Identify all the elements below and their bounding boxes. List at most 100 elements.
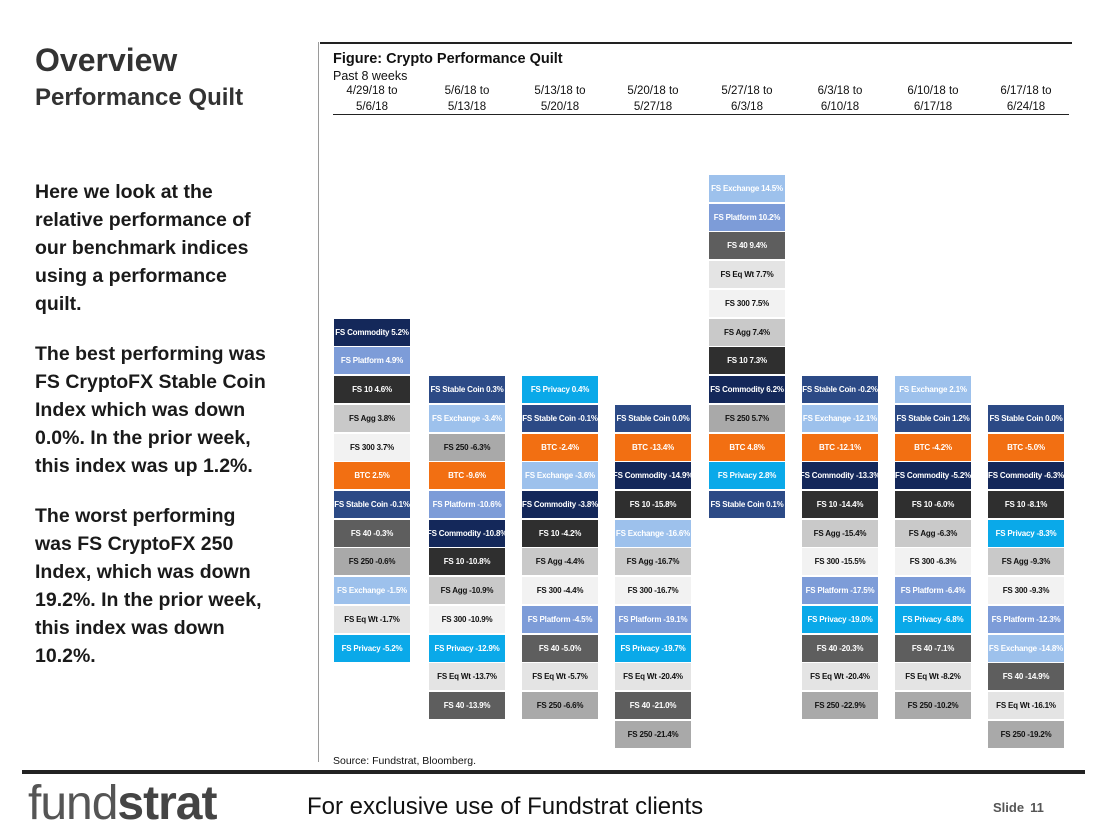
quilt-cell: FS Exchange -1.5% bbox=[334, 577, 410, 605]
quilt-cell: FS 250 -22.9% bbox=[802, 692, 878, 720]
quilt-cell: FS 10 -14.4% bbox=[802, 491, 878, 519]
quilt-cell: FS 10 -10.8% bbox=[429, 548, 505, 576]
quilt-cell: FS 40 -5.0% bbox=[522, 634, 598, 662]
quilt-cell: FS Platform 10.2% bbox=[709, 203, 785, 231]
column-header: 6/17/18 to 6/24/18 bbox=[1000, 85, 1052, 113]
quilt-cell: FS Eq Wt -20.4% bbox=[802, 663, 878, 691]
column-header: 5/20/18 to 5/27/18 bbox=[627, 85, 679, 113]
quilt-cell: FS Eq Wt -5.7% bbox=[522, 663, 598, 691]
quilt-cell: FS Stable Coin 0.1% bbox=[709, 491, 785, 519]
quilt-cell: FS Eq Wt 7.7% bbox=[709, 261, 785, 289]
quilt-cell: FS Stable Coin 0.0% bbox=[615, 404, 691, 432]
quilt-cell: FS Exchange 14.5% bbox=[709, 175, 785, 202]
quilt-cell: BTC -12.1% bbox=[802, 433, 878, 461]
quilt-cell: BTC -9.6% bbox=[429, 462, 505, 490]
quilt-cell: FS 10 7.3% bbox=[709, 347, 785, 375]
commentary-paragraph-intro: Here we look at the relative performance… bbox=[35, 181, 251, 315]
quilt-cell: FS Eq Wt -16.1% bbox=[988, 692, 1064, 720]
quilt-cell: FS Agg 7.4% bbox=[709, 318, 785, 346]
quilt-cell: FS 250 5.7% bbox=[709, 404, 785, 432]
commentary: Here we look at the relative performance… bbox=[35, 178, 315, 692]
quilt-cell: FS Privacy 2.8% bbox=[709, 462, 785, 490]
quilt-cell: FS 300 -10.9% bbox=[429, 605, 505, 633]
quilt-cell: FS 300 -4.4% bbox=[522, 577, 598, 605]
quilt-cell: FS Exchange -3.6% bbox=[522, 462, 598, 490]
quilt-cell: FS 250 -10.2% bbox=[895, 692, 971, 720]
quilt-cell: BTC -5.0% bbox=[988, 433, 1064, 461]
fundstrat-logo: fundstrat bbox=[28, 777, 217, 830]
quilt-cell: FS Agg -16.7% bbox=[615, 548, 691, 576]
quilt-cell: FS 10 -15.8% bbox=[615, 491, 691, 519]
quilt-cell: FS 250 -6.6% bbox=[522, 692, 598, 720]
quilt-cell: FS 250 -19.2% bbox=[988, 720, 1064, 748]
quilt-cell: FS Exchange -12.1% bbox=[802, 404, 878, 432]
quilt-cell: FS Eq Wt -8.2% bbox=[895, 663, 971, 691]
quilt-cell: FS Platform -4.5% bbox=[522, 605, 598, 633]
quilt-cell: BTC -4.2% bbox=[895, 433, 971, 461]
quilt-cell: FS 300 -15.5% bbox=[802, 548, 878, 576]
logo-text-light: fund bbox=[28, 777, 118, 830]
quilt-cell: BTC -2.4% bbox=[522, 433, 598, 461]
figure-subtitle: Past 8 weeks bbox=[333, 69, 408, 83]
quilt-cell: FS 10 -6.0% bbox=[895, 491, 971, 519]
quilt-cell: FS Platform -12.3% bbox=[988, 605, 1064, 633]
slide-label: Slide bbox=[993, 800, 1025, 815]
quilt-cell: FS Privacy -19.0% bbox=[802, 605, 878, 633]
quilt-cell: FS 10 4.6% bbox=[334, 376, 410, 404]
quilt-cell: BTC 4.8% bbox=[709, 433, 785, 461]
footer-rule bbox=[22, 770, 1085, 774]
column-header: 5/6/18 to 5/13/18 bbox=[444, 85, 490, 113]
header-rule bbox=[333, 114, 1069, 115]
quilt-cell: FS Eq Wt -1.7% bbox=[334, 605, 410, 633]
quilt-cell: FS Privacy -8.3% bbox=[988, 519, 1064, 547]
page-title: Overview bbox=[35, 42, 178, 78]
quilt-cell: FS Stable Coin 0.3% bbox=[429, 376, 505, 404]
quilt-cell: FS Stable Coin 1.2% bbox=[895, 404, 971, 432]
quilt-cell: FS Commodity -6.3% bbox=[988, 462, 1064, 490]
quilt-cell: FS Exchange -16.6% bbox=[615, 519, 691, 547]
quilt-cell: FS Platform 4.9% bbox=[334, 347, 410, 375]
column-header: 5/13/18 to 5/20/18 bbox=[534, 85, 586, 113]
quilt-cell: FS Commodity -3.8% bbox=[522, 491, 598, 519]
quilt-cell: FS 250 -6.3% bbox=[429, 433, 505, 461]
quilt-cell: FS Exchange -14.8% bbox=[988, 634, 1064, 662]
quilt-cell: FS Commodity -13.3% bbox=[802, 462, 878, 490]
quilt-cell: FS 300 7.5% bbox=[709, 289, 785, 317]
quilt-cell: FS Agg -9.3% bbox=[988, 548, 1064, 576]
quilt-cell: FS Agg -4.4% bbox=[522, 548, 598, 576]
quilt-cell: FS 250 -0.6% bbox=[334, 548, 410, 576]
quilt-cell: FS Commodity -14.9% bbox=[615, 462, 691, 490]
quilt-cell: FS Stable Coin -0.1% bbox=[522, 404, 598, 432]
quilt-cell: FS Privacy -6.8% bbox=[895, 605, 971, 633]
quilt-cell: FS Platform -6.4% bbox=[895, 577, 971, 605]
slide-number: Slide 11 bbox=[993, 800, 1044, 815]
quilt-cell: FS Stable Coin 0.0% bbox=[988, 404, 1064, 432]
quilt-cell: FS Agg -10.9% bbox=[429, 577, 505, 605]
quilt-cell: FS 40 -14.9% bbox=[988, 663, 1064, 691]
quilt-cell: FS Stable Coin -0.2% bbox=[802, 376, 878, 404]
column-header: 6/10/18 to 6/17/18 bbox=[907, 85, 959, 113]
quilt-cell: FS Agg 3.8% bbox=[334, 404, 410, 432]
quilt-cell: FS 300 -9.3% bbox=[988, 577, 1064, 605]
quilt-cell: FS Privacy -12.9% bbox=[429, 634, 505, 662]
quilt-cell: FS 300 -16.7% bbox=[615, 577, 691, 605]
quilt-cell: FS Eq Wt -20.4% bbox=[615, 663, 691, 691]
page-subtitle: Performance Quilt bbox=[35, 84, 244, 111]
quilt-cell: FS Platform -10.6% bbox=[429, 491, 505, 519]
divider-vertical bbox=[318, 42, 319, 762]
quilt-cell: FS 300 -6.3% bbox=[895, 548, 971, 576]
quilt-cell: FS Exchange 2.1% bbox=[895, 376, 971, 404]
quilt-cell: FS 40 -20.3% bbox=[802, 634, 878, 662]
quilt-cell: FS 40 -21.0% bbox=[615, 692, 691, 720]
quilt-cell: FS Platform -17.5% bbox=[802, 577, 878, 605]
column-header: 5/27/18 to 6/3/18 bbox=[721, 85, 773, 113]
quilt-cell: FS 40 -0.3% bbox=[334, 519, 410, 547]
quilt-cell: FS Eq Wt -13.7% bbox=[429, 663, 505, 691]
quilt-cell: FS 250 -21.4% bbox=[615, 720, 691, 748]
quilt-cell: FS Agg -6.3% bbox=[895, 519, 971, 547]
footer-disclaimer: For exclusive use of Fundstrat clients bbox=[307, 793, 704, 820]
quilt-cell: FS Commodity 5.2% bbox=[334, 318, 410, 346]
column-header: 6/3/18 to 6/10/18 bbox=[817, 85, 863, 113]
quilt-cell: BTC 2.5% bbox=[334, 462, 410, 490]
quilt-cell: FS 40 -13.9% bbox=[429, 692, 505, 720]
